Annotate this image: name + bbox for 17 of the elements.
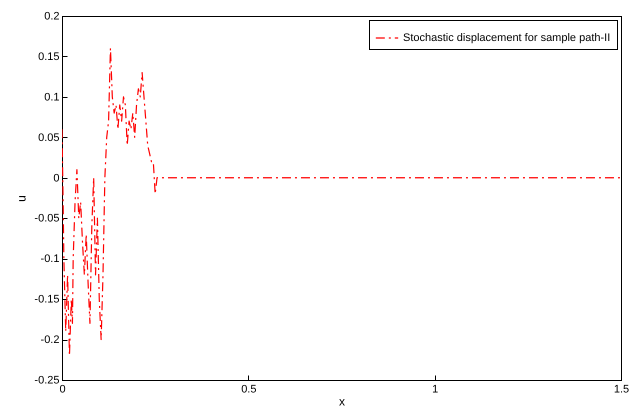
y-tick-label: -0.05 (34, 212, 60, 225)
y-tick-label: 0 (53, 172, 60, 184)
y-axis-title: u (14, 195, 28, 202)
y-tick-label: 0.2 (44, 10, 60, 22)
x-tick-label: 1.5 (614, 384, 629, 396)
y-tick-label: -0.25 (34, 374, 60, 386)
y-tick-label: -0.1 (40, 253, 60, 266)
x-tick-label: 1 (432, 384, 438, 396)
legend-label: Stochastic displacement for sample path-II (403, 32, 610, 44)
x-axis-title: x (339, 394, 345, 408)
line-series (62, 48, 621, 356)
y-tick-label: 0.05 (38, 132, 60, 144)
y-tick-label: 0.15 (38, 50, 60, 63)
x-tick-label: 0.5 (241, 384, 256, 396)
y-tick-label: -0.2 (40, 334, 60, 346)
y-tick-label: 0.1 (44, 91, 60, 104)
y-tick-label: -0.15 (34, 294, 60, 306)
